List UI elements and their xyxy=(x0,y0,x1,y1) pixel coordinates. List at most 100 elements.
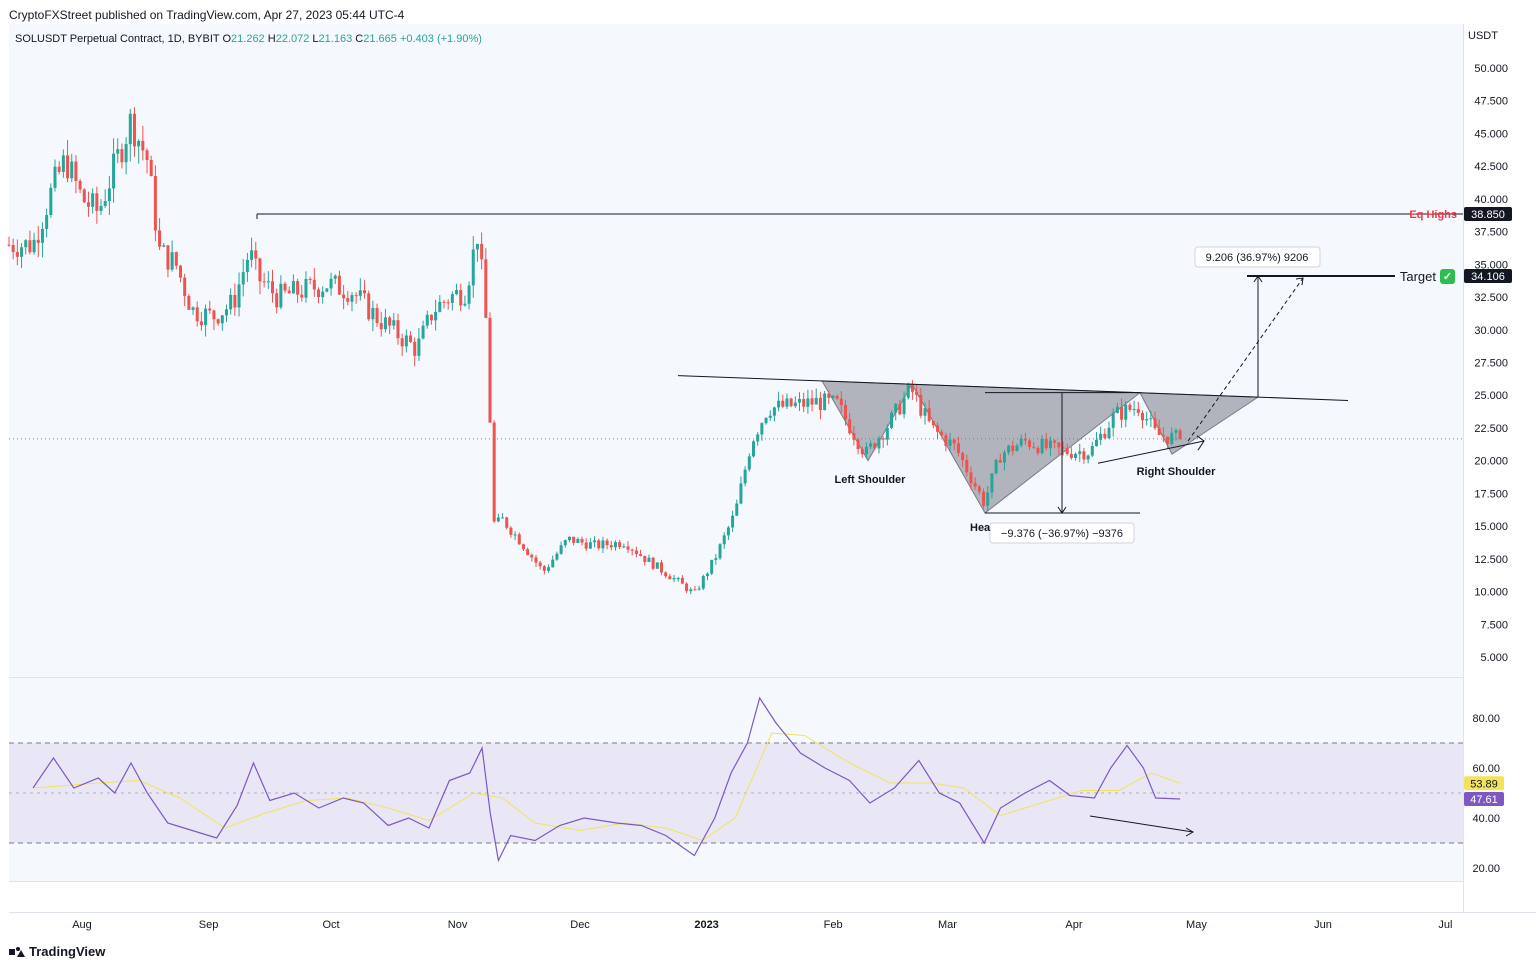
candle-body xyxy=(480,243,484,260)
candle-body xyxy=(802,399,806,407)
candle-body xyxy=(91,193,95,207)
candle-body xyxy=(659,562,663,573)
candle-body xyxy=(442,301,446,303)
candle-body xyxy=(40,228,44,243)
target-label: Target xyxy=(1400,269,1437,284)
candle-body xyxy=(220,315,224,324)
candle-body xyxy=(856,439,860,450)
low-label: L xyxy=(312,33,319,45)
candle-body xyxy=(57,166,61,172)
candle-body xyxy=(718,544,722,559)
candle-body xyxy=(1161,434,1165,437)
candle-body xyxy=(1107,427,1111,439)
right-shoulder-label: Right Shoulder xyxy=(1137,466,1217,478)
candle-body xyxy=(622,546,626,548)
candle-body xyxy=(300,294,304,298)
candle-body xyxy=(588,542,592,549)
time-tick-label: Jul xyxy=(1438,919,1452,931)
candle-body xyxy=(178,265,182,278)
candle-body xyxy=(233,294,237,308)
rsi-lines xyxy=(32,696,1195,863)
candle-body xyxy=(467,285,471,304)
candle-body xyxy=(509,527,513,535)
tradingview-footer[interactable]: TradingView xyxy=(9,944,105,959)
candle-body xyxy=(823,393,827,410)
candle-body xyxy=(601,540,605,549)
price-tick-label: 5.000 xyxy=(1480,652,1508,664)
candle-body xyxy=(413,341,417,356)
high-value: 22.072 xyxy=(275,33,310,45)
candle-body xyxy=(11,244,15,253)
candle-body xyxy=(1174,430,1178,433)
candle-body xyxy=(961,452,965,461)
candle-body xyxy=(66,155,70,179)
candle-body xyxy=(956,443,960,453)
tradingview-logo-icon xyxy=(9,946,25,957)
candle-body xyxy=(149,159,153,177)
candle-body xyxy=(634,550,638,555)
price-tick-label: 10.000 xyxy=(1474,587,1508,599)
candle-body xyxy=(241,272,245,285)
candle-body xyxy=(49,187,53,216)
time-tick-label: Feb xyxy=(824,919,843,931)
candle-body xyxy=(409,335,413,342)
candle-body xyxy=(551,559,555,568)
candle-body xyxy=(689,589,693,592)
candle-body xyxy=(563,540,567,546)
candle-body xyxy=(1007,445,1011,453)
candle-body xyxy=(542,566,546,571)
chart-area[interactable]: 50.000 47.500 45.000 42.500 40.000 37.500 35.0… xyxy=(0,24,1536,936)
candle-body xyxy=(24,240,28,248)
neckline xyxy=(677,375,1349,401)
candle-body xyxy=(304,278,308,298)
rsi-divergence-arrowhead xyxy=(1185,827,1195,837)
candle-body xyxy=(1086,455,1090,460)
chart-svg[interactable]: 50.000 47.500 45.000 42.500 40.000 37.500 35.0… xyxy=(0,24,1536,936)
candle-body xyxy=(103,201,107,206)
candle-body xyxy=(212,310,216,320)
candle-body xyxy=(898,403,902,415)
price-tick-label: 7.500 xyxy=(1480,619,1508,631)
candle-body xyxy=(881,438,885,440)
candle-body xyxy=(647,557,651,562)
candle-body xyxy=(597,540,601,549)
annotations xyxy=(677,275,1349,514)
candle-body xyxy=(7,244,11,246)
time-tick-label: Dec xyxy=(570,919,590,931)
candle-body xyxy=(250,250,254,260)
price-axis-ticks: 50.000 47.500 45.000 42.500 40.000 37.500 35.0… xyxy=(1474,63,1508,664)
candle-body xyxy=(337,275,341,295)
candle-body xyxy=(885,427,889,440)
high-label: H xyxy=(267,33,276,45)
rsi-value: 47.61 xyxy=(1470,794,1498,806)
candle-body xyxy=(363,290,367,294)
candle-body xyxy=(107,188,111,202)
candle-body xyxy=(626,546,630,550)
candle-body xyxy=(873,443,877,449)
candle-body xyxy=(321,291,325,298)
time-tick-label: Apr xyxy=(1065,919,1082,931)
candles xyxy=(7,107,1182,595)
candle-body xyxy=(793,402,797,407)
candle-body xyxy=(693,589,697,591)
price-tick-label: 20.000 xyxy=(1474,456,1508,468)
candle-body xyxy=(333,275,337,279)
eq-highs-price: 38.850 xyxy=(1471,209,1505,221)
time-tick-label: Sep xyxy=(199,919,219,931)
candle-body xyxy=(998,459,1002,463)
price-tick-label: 25.000 xyxy=(1474,390,1508,402)
rsi-divergence-arrow xyxy=(1089,815,1194,833)
candle-body xyxy=(613,542,617,548)
candle-body xyxy=(1132,409,1136,411)
candle-body xyxy=(781,400,785,407)
candle-body xyxy=(99,205,103,211)
candle-body xyxy=(869,443,873,447)
candle-body xyxy=(475,243,479,250)
candle-body xyxy=(237,284,241,308)
candle-body xyxy=(756,434,760,442)
candle-body xyxy=(923,408,927,416)
price-tick-label: 12.500 xyxy=(1474,554,1508,566)
candle-body xyxy=(404,335,408,347)
candle-body xyxy=(224,309,228,316)
time-tick-label: Nov xyxy=(448,919,468,931)
